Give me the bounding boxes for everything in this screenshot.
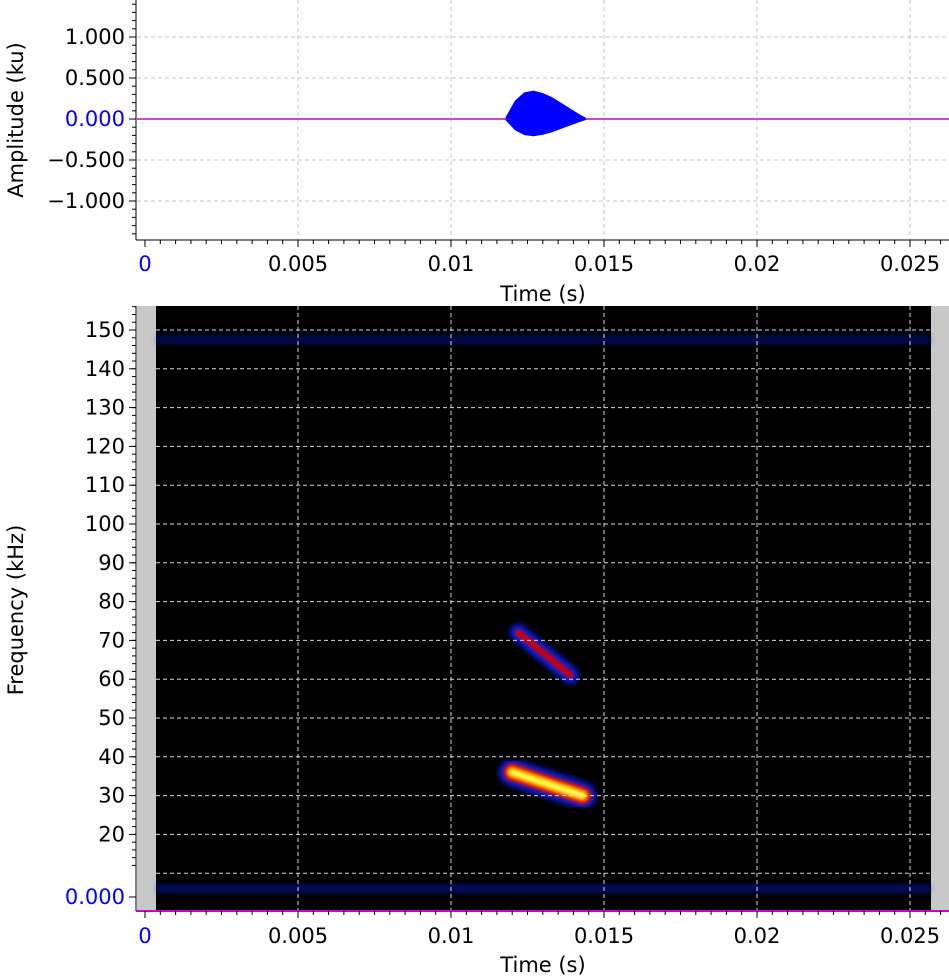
waveform-y-ticks: 1.000 0.500 0.000 −0.500 −1.000	[47, 3, 136, 235]
waveform-x-tick-label: 0.005	[268, 252, 328, 276]
spectrogram-y-tick-label: 20	[98, 822, 125, 846]
waveform-x-tick-label: 0	[138, 252, 151, 276]
waveform-x-tick-label: 0.01	[428, 252, 475, 276]
spectrogram-y-tick-label: 80	[98, 590, 125, 614]
spectrogram-noise-band	[156, 884, 931, 893]
spectrogram-x-tick-label: 0	[138, 924, 151, 948]
spectrogram-x-tick-label: 0.005	[268, 924, 328, 948]
spectrogram-y-ticks: 150 140 130 120 110 100 90 80 70 60 50 40 30 20 0.000	[65, 306, 136, 909]
spectrogram-y-axis-title: Frequency (kHz)	[4, 525, 28, 696]
spectrogram-y-tick-label: 50	[98, 706, 125, 730]
spectrogram-y-tick-label: 40	[98, 745, 125, 769]
waveform-y-tick-label: 1.000	[65, 25, 125, 49]
waveform-y-tick-label: 0.500	[65, 66, 125, 90]
spectrogram-y-tick-label: 130	[85, 396, 125, 420]
spectrogram-left-margin	[137, 306, 156, 911]
waveform-signal	[505, 90, 587, 137]
spectrogram-fundamental-component	[509, 769, 586, 799]
spectrogram-y-tick-label: 60	[98, 667, 125, 691]
spectrogram-y-tick-label: 140	[85, 357, 125, 381]
spectrogram-x-ticks: 0 0.005 0.01 0.015 0.02 0.025	[138, 911, 942, 948]
spectrogram-x-tick-label: 0.015	[574, 924, 634, 948]
waveform-x-tick-label: 0.02	[734, 252, 781, 276]
waveform-y-tick-label: −1.000	[47, 189, 125, 213]
spectrogram-y-tick-label: 100	[85, 512, 125, 536]
spectrogram-y-tick-label: 150	[85, 318, 125, 342]
spectrogram-y-tick-label: 0.000	[65, 885, 125, 909]
waveform-y-axis-title: Amplitude (ku)	[4, 42, 28, 198]
waveform-x-tick-label: 0.015	[574, 252, 634, 276]
spectrogram-right-margin	[931, 306, 949, 911]
waveform-y-tick-label: −0.500	[47, 148, 125, 172]
waveform-x-axis-title: Time (s)	[499, 282, 585, 306]
waveform-envelope	[137, 90, 949, 137]
spectrogram-x-tick-label: 0.02	[734, 924, 781, 948]
spectrogram-y-tick-label: 110	[85, 473, 125, 497]
waveform-panel: 1.000 0.500 0.000 −0.500 −1.000 0 0.005 0.01 0.…	[4, 0, 949, 306]
spectrogram-x-axis-title: Time (s)	[499, 953, 585, 977]
spectrogram-y-tick-label: 30	[98, 784, 125, 808]
spectrogram-x-tick-label: 0.025	[880, 924, 940, 948]
waveform-x-ticks: 0 0.005 0.01 0.015 0.02 0.025	[138, 240, 942, 276]
spectrogram-panel: 15014013012011010090807060504030200.000 …	[4, 306, 949, 977]
spectrogram-harmonic-component	[514, 629, 574, 679]
spectrogram-energy	[156, 335, 931, 893]
spectrogram-y-tick-label: 90	[98, 551, 125, 575]
spectrogram-y-tick-label: 120	[85, 434, 125, 458]
spectrogram-y-tick-label: 70	[98, 628, 125, 652]
spectrogram-noise-band	[156, 335, 931, 344]
spectrogram-grid	[156, 306, 931, 911]
spectrogram-x-tick-label: 0.01	[428, 924, 475, 948]
spectrogram-plot-area	[156, 306, 931, 911]
waveform-x-tick-label: 0.025	[880, 252, 940, 276]
waveform-y-tick-label: 0.000	[65, 107, 125, 131]
